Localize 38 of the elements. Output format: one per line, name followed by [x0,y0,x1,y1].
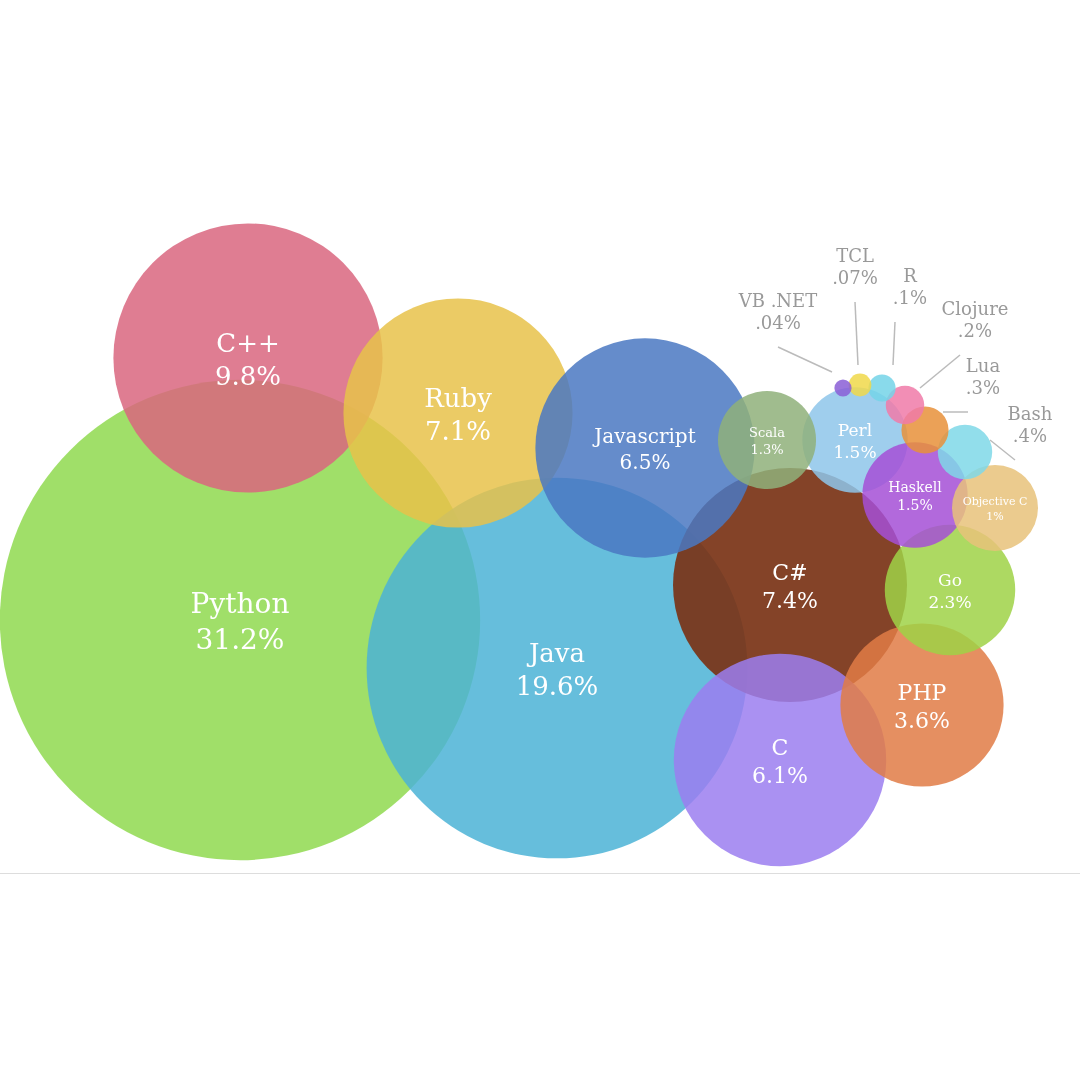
data-label: 9.8% [214,361,282,392]
category-label: C# [772,559,808,585]
data-label: 7.1% [424,416,492,447]
data-label: 1% [986,509,1004,523]
category-label: Ruby [424,382,493,413]
data-label: 6.5% [619,450,671,474]
category-label: Haskell [888,478,943,495]
data-label: 1.3% [750,441,784,457]
data-label: 31.2% [195,623,285,657]
data-label: 1.5% [833,441,877,462]
data-label: 2.3% [928,591,972,612]
category-label: Perl [837,419,873,440]
category-label: Go [938,569,962,590]
data-label: .3% [965,376,1001,398]
data-label: 6.1% [752,763,808,789]
category-label: TCL [836,245,874,266]
data-label: 1.5% [897,496,933,513]
category-label: Clojure [941,298,1009,319]
data-label: .1% [892,286,928,308]
category-label: Objective C [962,495,1028,509]
category-label: VB .NET [737,290,818,311]
category-label: C [771,734,789,760]
category-label: R [903,265,918,286]
category-label: Javascript [592,424,696,448]
data-label: 19.6% [515,671,599,702]
data-label: .07% [832,266,878,288]
category-label: C++ [216,327,280,358]
data-label: .04% [755,311,801,333]
data-label: 3.6% [894,708,950,734]
category-label: Lua [965,355,1001,376]
data-label: .4% [1012,424,1048,446]
category-label: Java [525,637,586,668]
category-label: PHP [897,679,947,705]
category-label: Scala [749,424,786,440]
category-label: Bash [1007,403,1053,424]
data-label: 7.4% [762,588,818,614]
category-label: Python [190,587,290,620]
data-label: .2% [957,319,993,341]
